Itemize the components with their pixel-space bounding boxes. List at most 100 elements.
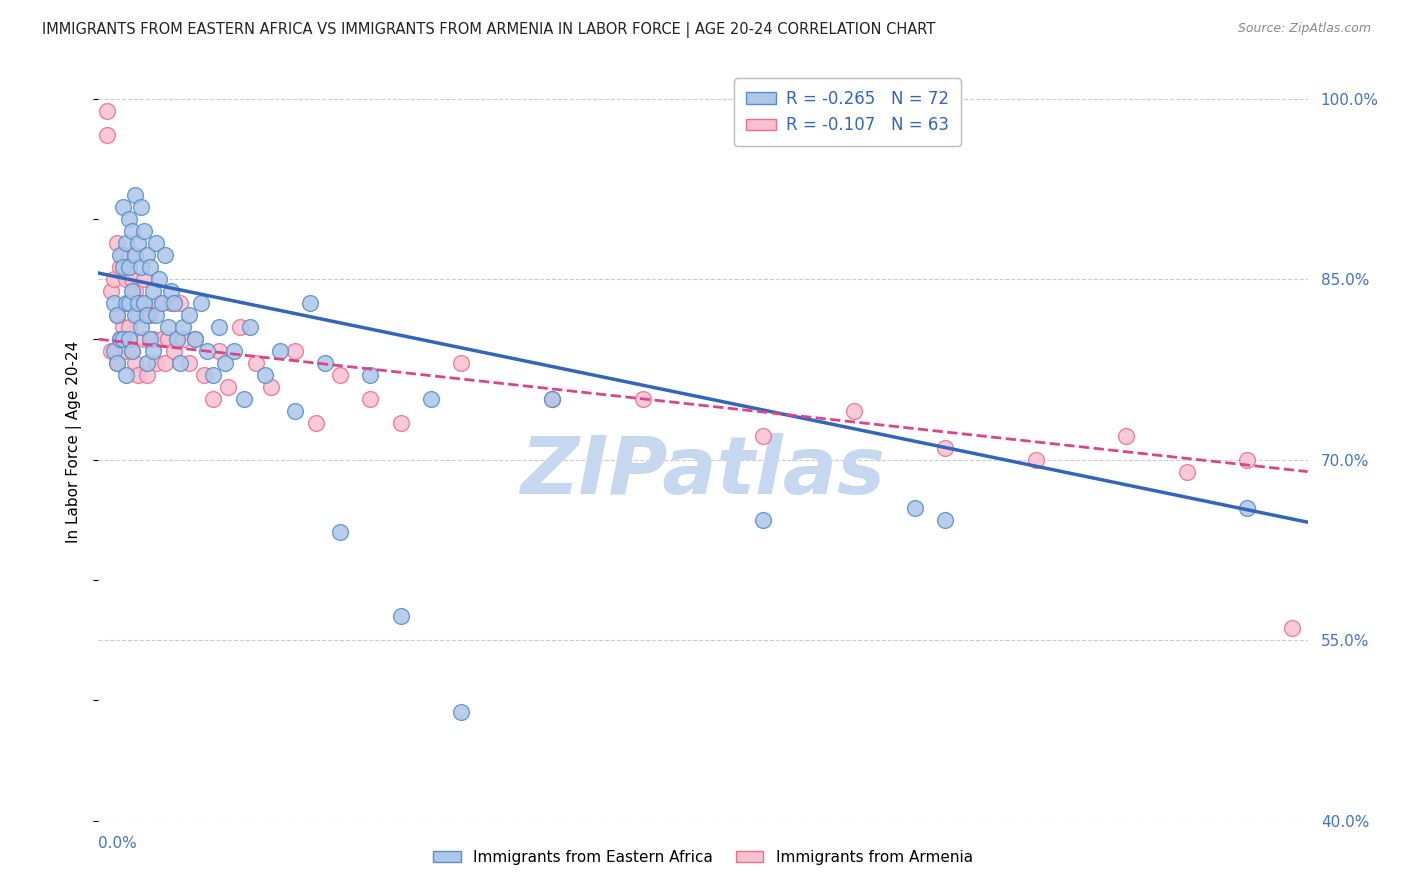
Point [239,320,262,334]
Point [111,320,134,334]
Point [202,392,225,407]
Point [184,332,207,346]
Point [103,344,125,359]
Point [1115,428,1137,442]
Point [163,296,186,310]
Point [142,344,165,359]
Point [540,392,562,407]
Point [190,296,212,310]
Point [132,332,155,346]
Point [160,296,183,310]
Point [934,441,956,455]
Point [103,296,125,310]
Point [934,513,956,527]
Point [96,103,118,118]
Point [105,308,128,322]
Point [100,344,122,359]
Point [135,356,157,370]
Point [118,320,141,334]
Point [135,308,157,322]
Text: Source: ZipAtlas.com: Source: ZipAtlas.com [1237,22,1371,36]
Point [389,609,412,624]
Point [121,272,143,286]
Point [224,344,246,359]
Point [105,356,128,370]
Point [118,248,141,262]
Point [124,248,146,262]
Point [129,260,152,274]
Point [329,368,352,383]
Point [124,187,146,202]
Point [142,332,165,346]
Point [148,272,170,286]
Point [148,296,170,310]
Y-axis label: In Labor Force | Age 20-24: In Labor Force | Age 20-24 [66,341,83,542]
Point [202,368,225,383]
Point [127,308,149,322]
Point [100,284,122,298]
Point [114,272,136,286]
Point [150,332,173,346]
Point [105,235,128,250]
Point [208,320,231,334]
Point [284,344,307,359]
Point [169,296,191,310]
Point [193,368,215,383]
Point [1236,500,1258,515]
Point [329,524,352,539]
Point [118,296,141,310]
Point [124,356,146,370]
Point [166,332,188,346]
Point [1024,452,1046,467]
Point [184,332,207,346]
Point [108,260,131,274]
Point [121,344,143,359]
Point [142,284,165,298]
Point [124,284,146,298]
Point [208,344,231,359]
Text: ZIPatlas: ZIPatlas [520,433,886,511]
Point [108,332,131,346]
Point [260,380,283,394]
Text: 0.0%: 0.0% [98,836,138,851]
Point [111,260,134,274]
Point [540,392,562,407]
Point [631,392,654,407]
Point [169,356,191,370]
Point [127,235,149,250]
Point [121,224,143,238]
Point [844,404,866,418]
Point [114,296,136,310]
Point [127,368,149,383]
Point [105,356,128,370]
Point [450,356,472,370]
Point [360,392,382,407]
Point [229,320,252,334]
Point [132,272,155,286]
Point [752,428,775,442]
Point [156,320,179,334]
Point [108,332,131,346]
Point [160,284,183,298]
Point [232,392,254,407]
Point [139,308,162,322]
Point [214,356,236,370]
Point [1281,621,1303,635]
Point [172,320,194,334]
Point [153,356,176,370]
Point [145,235,167,250]
Point [114,344,136,359]
Point [124,308,146,322]
Point [114,368,136,383]
Point [139,332,162,346]
Point [752,513,775,527]
Point [195,344,218,359]
Point [360,368,382,383]
Point [145,308,167,322]
Point [111,200,134,214]
Point [103,272,125,286]
Point [305,417,328,431]
Point [179,308,201,322]
Point [389,417,412,431]
Point [114,235,136,250]
